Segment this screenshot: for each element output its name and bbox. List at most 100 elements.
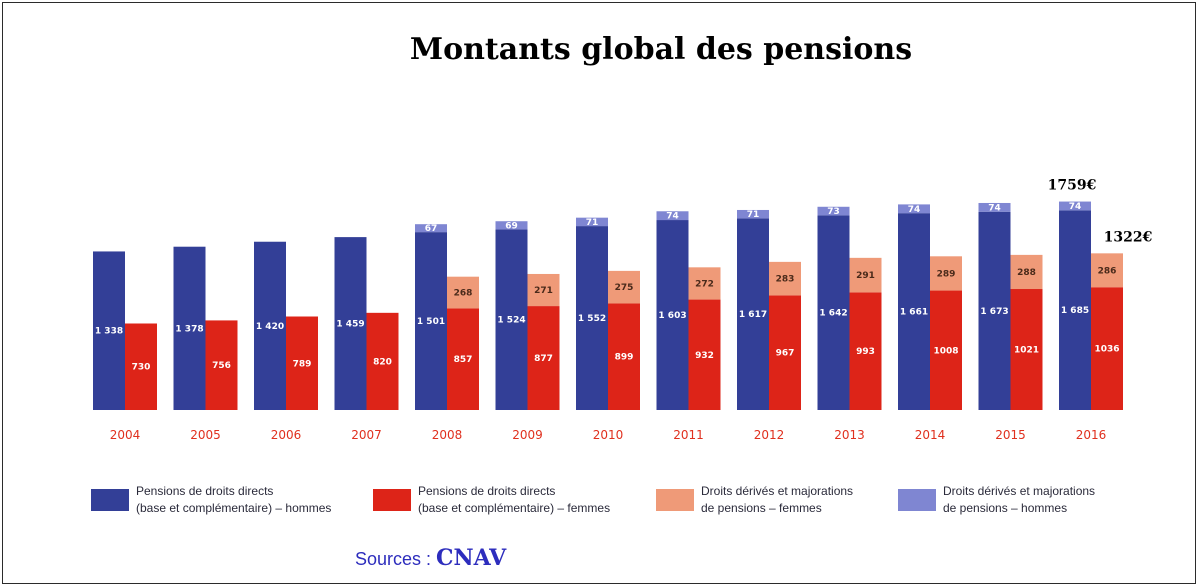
- label-men-derived-2016: 74: [1069, 202, 1082, 212]
- legend-swatch-4: [898, 489, 936, 511]
- label-men-direct-2013: 1 642: [819, 309, 847, 319]
- bar-men-direct-2012: [737, 218, 769, 410]
- label-women-derived-2008: 268: [454, 289, 473, 299]
- bar-men-direct-2005: [173, 246, 206, 410]
- bars-group: 1 338 730 1 378 756 1 420 789 1 459 820 1 501 67 8…: [93, 201, 1123, 410]
- label-men-direct-2008: 1 501: [417, 317, 445, 327]
- bar-women-direct-2007: [366, 312, 399, 410]
- label-men-derived-2013: 73: [827, 207, 840, 217]
- legend-label-4-line-2: de pensions – hommes: [943, 501, 1067, 515]
- year-label-2006: 2006: [271, 428, 302, 442]
- label-men-direct-2009: 1 524: [497, 316, 525, 326]
- label-men-direct-2006: 1 420: [256, 322, 284, 332]
- bar-men-direct-2007: [334, 237, 367, 410]
- label-women-direct-2008: 857: [454, 355, 473, 365]
- label-women-direct-2014: 1008: [933, 346, 958, 356]
- bar-women-direct-2012: [769, 295, 801, 410]
- label-women-direct-2015: 1021: [1014, 346, 1039, 356]
- label-men-direct-2004: 1 338: [95, 327, 123, 337]
- bar-women-direct-2011: [688, 299, 721, 410]
- year-label-2011: 2011: [673, 428, 704, 442]
- legend-label-1-line-2: (base et complémentaire) – hommes: [136, 501, 331, 515]
- bar-men-derived-2015: [978, 202, 1011, 212]
- bar-men-derived-2014: [898, 204, 930, 214]
- label-women-derived-2016: 286: [1098, 266, 1117, 276]
- label-women-derived-2010: 275: [615, 283, 634, 293]
- bar-women-direct-2004: [125, 323, 157, 410]
- bar-women-direct-2014: [930, 290, 962, 410]
- bar-women-direct-2010: [608, 303, 640, 410]
- label-men-direct-2015: 1 673: [980, 307, 1008, 317]
- label-women-derived-2012: 283: [776, 275, 795, 285]
- bar-men-derived-2013: [817, 206, 850, 216]
- year-label-2004: 2004: [110, 428, 141, 442]
- label-women-direct-2012: 967: [776, 349, 795, 359]
- annotation-femmes-2016: 1322€: [1104, 229, 1153, 245]
- label-men-direct-2005: 1 378: [175, 324, 203, 334]
- label-women-direct-2016: 1036: [1094, 345, 1119, 355]
- bar-women-direct-2015: [1010, 289, 1043, 410]
- legend-label-2-line-1: Pensions de droits directs: [418, 484, 555, 498]
- label-women-direct-2005: 756: [212, 361, 231, 371]
- label-men-derived-2009: 69: [505, 221, 518, 231]
- bar-men-direct-2004: [93, 251, 125, 410]
- chart-title: Montants global des pensions: [410, 32, 912, 67]
- label-men-derived-2010: 71: [586, 218, 599, 228]
- legend-label-3-line-2: de pensions – femmes: [701, 501, 822, 515]
- bar-women-direct-2006: [286, 316, 318, 410]
- year-label-2009: 2009: [512, 428, 543, 442]
- year-label-2013: 2013: [834, 428, 865, 442]
- year-label-2007: 2007: [351, 428, 382, 442]
- label-women-direct-2009: 877: [534, 354, 553, 364]
- bar-women-derived-2008: [447, 276, 479, 309]
- bar-men-direct-2013: [817, 215, 850, 410]
- legend-swatch-2: [373, 489, 411, 511]
- label-women-direct-2013: 993: [856, 347, 875, 357]
- label-women-derived-2015: 288: [1017, 268, 1036, 278]
- label-men-derived-2012: 71: [747, 210, 760, 220]
- label-men-direct-2012: 1 617: [739, 310, 767, 320]
- label-men-direct-2011: 1 603: [658, 311, 686, 321]
- year-label-2015: 2015: [995, 428, 1026, 442]
- label-men-derived-2011: 74: [666, 212, 679, 222]
- label-women-derived-2013: 291: [856, 271, 875, 281]
- year-label-2016: 2016: [1076, 428, 1107, 442]
- bar-women-derived-2011: [688, 267, 721, 300]
- source-name: CNAV: [436, 545, 507, 571]
- legend: Pensions de droits directs (base et compl…: [91, 484, 1095, 515]
- bar-men-direct-2008: [415, 232, 447, 410]
- annotation-hommes-2016: 1759€: [1048, 178, 1097, 194]
- legend-label-1-line-1: Pensions de droits directs: [136, 484, 273, 498]
- bar-men-derived-2011: [656, 211, 689, 221]
- source-note: Sources : CNAV: [355, 545, 507, 571]
- label-men-derived-2014: 74: [908, 205, 921, 215]
- total-annotations: 1759€ 1322€: [1048, 178, 1153, 246]
- bar-men-direct-2011: [656, 220, 689, 410]
- bar-women-direct-2009: [527, 306, 560, 410]
- bar-men-direct-2009: [495, 229, 528, 410]
- bar-men-derived-2016: [1059, 201, 1091, 211]
- label-women-direct-2004: 730: [132, 363, 151, 373]
- label-women-derived-2014: 289: [937, 269, 956, 279]
- year-label-2014: 2014: [915, 428, 946, 442]
- label-women-direct-2010: 899: [615, 353, 634, 363]
- bar-women-derived-2016: [1091, 253, 1123, 288]
- bar-men-direct-2016: [1059, 210, 1091, 410]
- year-label-2005: 2005: [190, 428, 221, 442]
- bar-women-direct-2005: [205, 320, 238, 410]
- year-labels: 2004 2005 2006 2007 2008 2009 2010 2011 2012 2013…: [110, 428, 1107, 442]
- bar-women-derived-2013: [849, 257, 882, 293]
- bar-men-derived-2009: [495, 221, 528, 230]
- bar-women-derived-2015: [1010, 254, 1043, 290]
- pension-bar-chart: Montants global des pensions 1 338 730 1 3…: [91, 32, 1153, 571]
- legend-label-2-line-2: (base et complémentaire) – femmes: [418, 501, 610, 515]
- bar-women-direct-2008: [447, 308, 479, 410]
- bar-women-derived-2009: [527, 273, 560, 307]
- bar-women-derived-2014: [930, 256, 962, 291]
- bar-men-derived-2008: [415, 224, 447, 233]
- label-men-derived-2008: 67: [425, 224, 438, 234]
- bar-women-derived-2010: [608, 270, 640, 304]
- year-label-2008: 2008: [432, 428, 463, 442]
- bar-men-direct-2010: [576, 226, 608, 410]
